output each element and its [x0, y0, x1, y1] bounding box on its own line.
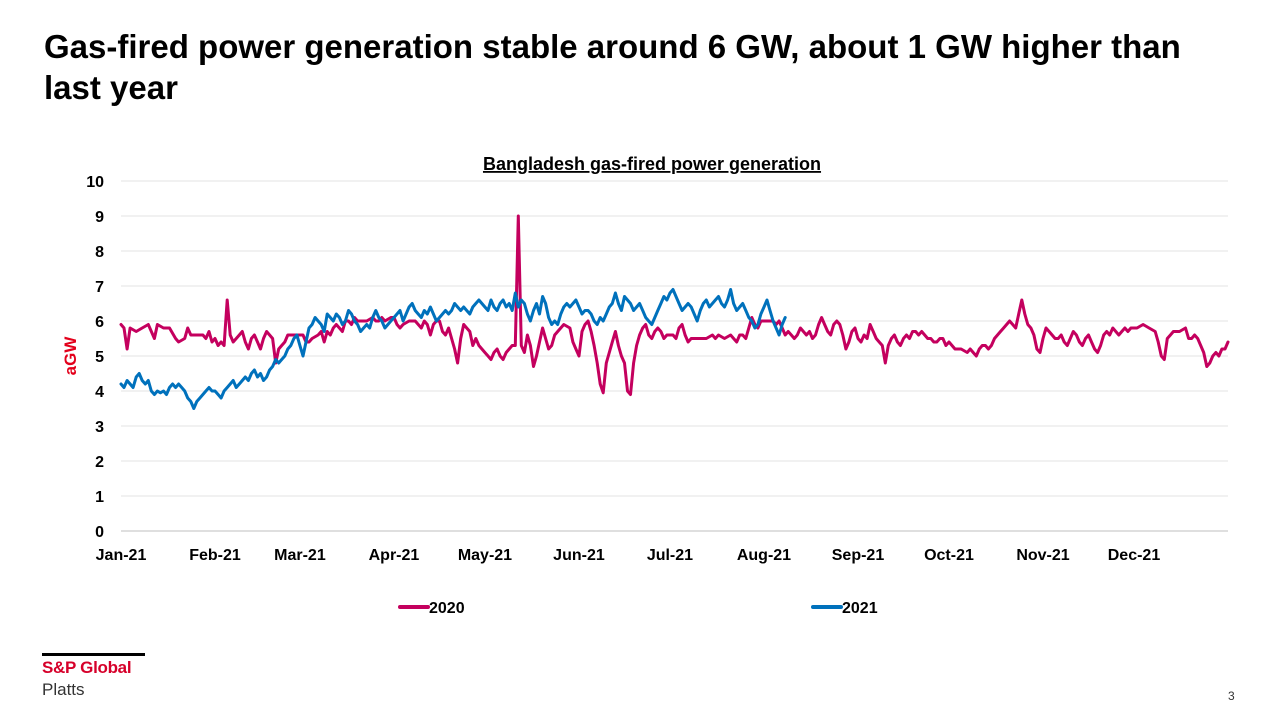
slide-title: Gas-fired power generation stable around…: [44, 28, 1181, 106]
x-tick-label: Sep-21: [832, 547, 885, 564]
y-axis-ticks: 0 1 2 3 4 5 6 7 8 9 10: [86, 174, 104, 541]
series-line-2021: [119, 288, 787, 410]
chart-title: Bangladesh gas-fired power generation: [483, 154, 821, 174]
x-tick-label: Jan-21: [96, 547, 147, 564]
y-tick-label: 1: [95, 489, 104, 506]
x-axis-ticks: Jan-21 Feb-21 Mar-21 Apr-21 May-21 Jun-21 Jul-…: [96, 547, 1161, 564]
x-tick-label: Mar-21: [274, 547, 326, 564]
y-tick-label: 7: [95, 279, 104, 296]
x-tick-label: Jul-21: [647, 547, 693, 564]
x-tick-label: Apr-21: [369, 547, 420, 564]
x-tick-label: Nov-21: [1016, 547, 1069, 564]
x-tick-label: Jun-21: [553, 547, 605, 564]
series-line-2020: [119, 214, 1230, 396]
platts-logo-text: Platts: [42, 680, 85, 699]
line-chart: Bangladesh gas-fired power generation 0 1…: [61, 154, 1230, 617]
y-tick-label: 8: [95, 244, 104, 261]
y-tick-label: 4: [95, 384, 104, 401]
sp-global-logo: S&P Global: [42, 658, 132, 677]
y-tick-label: 0: [95, 524, 104, 541]
y-tick-label: 3: [95, 419, 104, 436]
x-tick-label: Feb-21: [189, 547, 241, 564]
page-number: 3: [1228, 689, 1235, 703]
legend: 2020 2021: [398, 600, 878, 617]
series-lines: [119, 214, 1230, 410]
y-tick-label: 10: [86, 174, 104, 191]
x-tick-label: Dec-21: [1108, 547, 1161, 564]
y-tick-label: 6: [95, 314, 104, 331]
gridlines: [121, 180, 1228, 532]
y-axis-label: aGW: [61, 336, 80, 376]
logo-bar: [42, 653, 145, 656]
x-tick-label: Aug-21: [737, 547, 791, 564]
y-tick-label: 5: [95, 349, 104, 366]
legend-label-2021: 2021: [842, 600, 878, 617]
y-tick-label: 2: [95, 454, 104, 471]
x-tick-label: May-21: [458, 547, 512, 564]
y-tick-label: 9: [95, 209, 104, 226]
x-tick-label: Oct-21: [924, 547, 974, 564]
legend-label-2020: 2020: [429, 600, 465, 617]
